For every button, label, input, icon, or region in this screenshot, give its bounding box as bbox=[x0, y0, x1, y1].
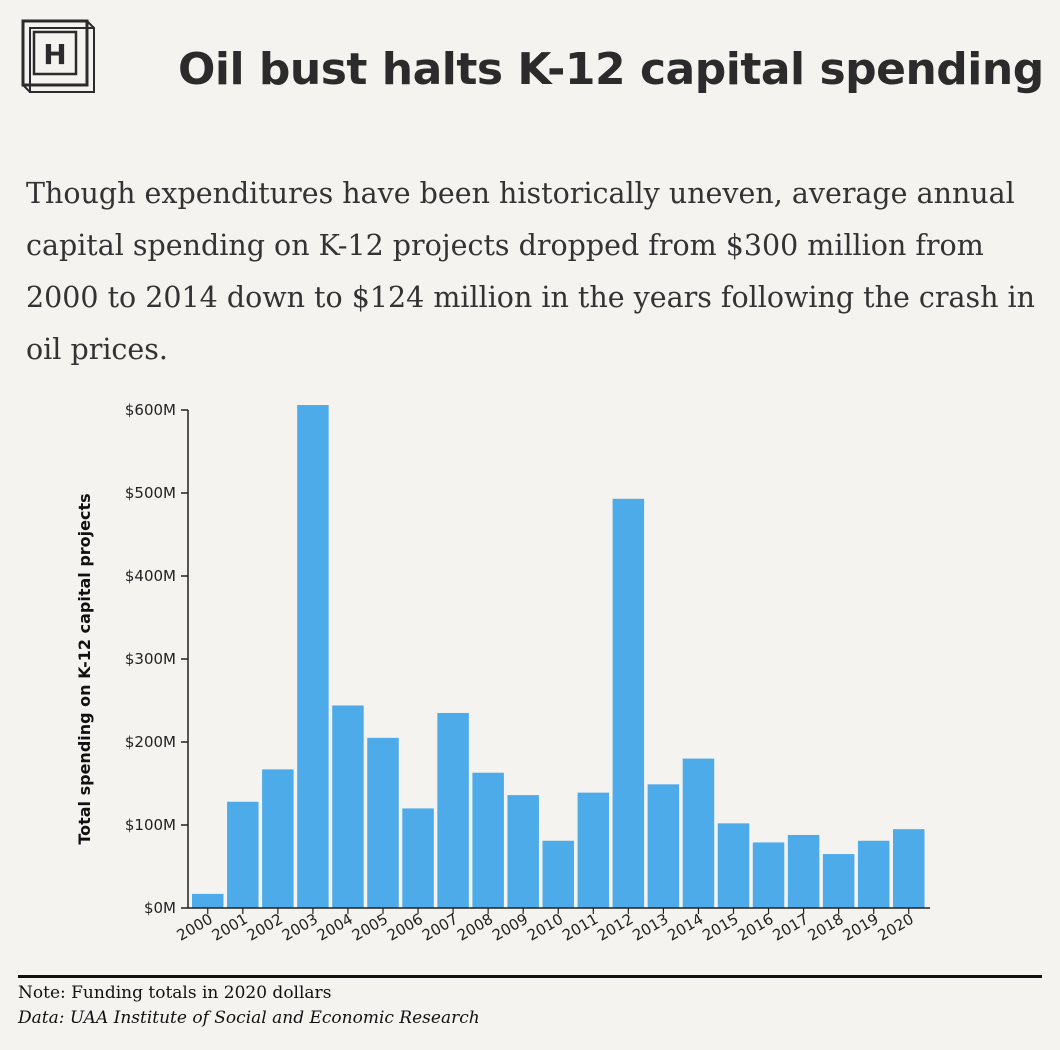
y-tick-label: $100M bbox=[125, 816, 176, 834]
bar-chart: $0M$100M$200M$300M$400M$500M$600M 200020… bbox=[75, 401, 931, 945]
x-tick-label: 2012 bbox=[594, 910, 636, 945]
bar-2011 bbox=[577, 792, 610, 908]
bar-2017 bbox=[787, 834, 820, 908]
x-tick-label: 2017 bbox=[770, 910, 812, 945]
x-tick-label: 2019 bbox=[840, 910, 882, 945]
x-tick-label: 2002 bbox=[244, 910, 286, 945]
x-tick-label: 2015 bbox=[699, 910, 741, 945]
y-axis: $0M $100M $200M $300M $400M $500M $600M bbox=[125, 401, 189, 917]
footnote: Note: Funding totals in 2020 dollars bbox=[18, 983, 332, 1003]
y-axis-title: Total spending on K-12 capital projects bbox=[75, 493, 94, 844]
bar-2013 bbox=[647, 784, 680, 908]
bar-2000 bbox=[192, 893, 224, 908]
h-cube-logo-icon: H bbox=[21, 19, 95, 93]
bar-2016 bbox=[752, 842, 785, 908]
footer-divider bbox=[18, 975, 1042, 978]
y-tick-label: $0M bbox=[144, 899, 176, 917]
bar-2014 bbox=[682, 758, 715, 908]
bars bbox=[192, 405, 925, 908]
bar-2020 bbox=[893, 829, 925, 908]
x-tick-label: 2011 bbox=[559, 910, 601, 945]
chart-title: Oil bust halts K-12 capital spending bbox=[178, 44, 1044, 95]
x-tick-label: 2004 bbox=[314, 910, 356, 945]
bar-2005 bbox=[367, 737, 399, 908]
x-tick-label: 2000 bbox=[174, 910, 216, 945]
y-tick-label: $200M bbox=[125, 733, 176, 751]
bar-2010 bbox=[542, 840, 574, 908]
x-tick-label: 2014 bbox=[664, 910, 706, 945]
x-tick-label: 2018 bbox=[805, 910, 847, 945]
bar-2015 bbox=[717, 823, 750, 908]
y-tick-label: $500M bbox=[125, 484, 176, 502]
x-tick-label: 2013 bbox=[629, 910, 671, 945]
x-tick-label: 2006 bbox=[384, 910, 426, 945]
y-tick-label: $400M bbox=[125, 567, 176, 585]
x-tick-label: 2001 bbox=[209, 910, 251, 945]
chart-subtitle: Though expenditures have been historical… bbox=[26, 177, 1035, 366]
bar-2009 bbox=[507, 795, 539, 908]
x-tick-label: 2016 bbox=[734, 910, 776, 945]
x-tick-label: 2010 bbox=[524, 910, 566, 945]
bar-2018 bbox=[822, 854, 855, 908]
bar-2003 bbox=[297, 405, 329, 908]
x-tick-label: 2009 bbox=[489, 910, 531, 945]
x-axis: 2000200120022003200420052006200720082009… bbox=[174, 907, 931, 945]
y-tick-label: $300M bbox=[125, 650, 176, 668]
bar-2004 bbox=[332, 705, 364, 908]
y-tick-label: $600M bbox=[125, 401, 176, 419]
logo-letter: H bbox=[43, 38, 66, 71]
bar-2012 bbox=[612, 498, 645, 908]
bar-2008 bbox=[472, 772, 504, 908]
bar-2019 bbox=[857, 840, 890, 908]
x-tick-label: 2005 bbox=[349, 910, 391, 945]
x-tick-label: 2007 bbox=[419, 910, 461, 945]
bar-2007 bbox=[437, 712, 469, 908]
x-tick-label: 2003 bbox=[279, 910, 321, 945]
data-source: Data: UAA Institute of Social and Econom… bbox=[18, 1008, 480, 1028]
bar-2002 bbox=[262, 769, 294, 908]
bar-2006 bbox=[402, 808, 434, 908]
bar-2001 bbox=[227, 801, 259, 908]
x-tick-label: 2008 bbox=[454, 910, 496, 945]
x-tick-label: 2020 bbox=[875, 910, 917, 945]
